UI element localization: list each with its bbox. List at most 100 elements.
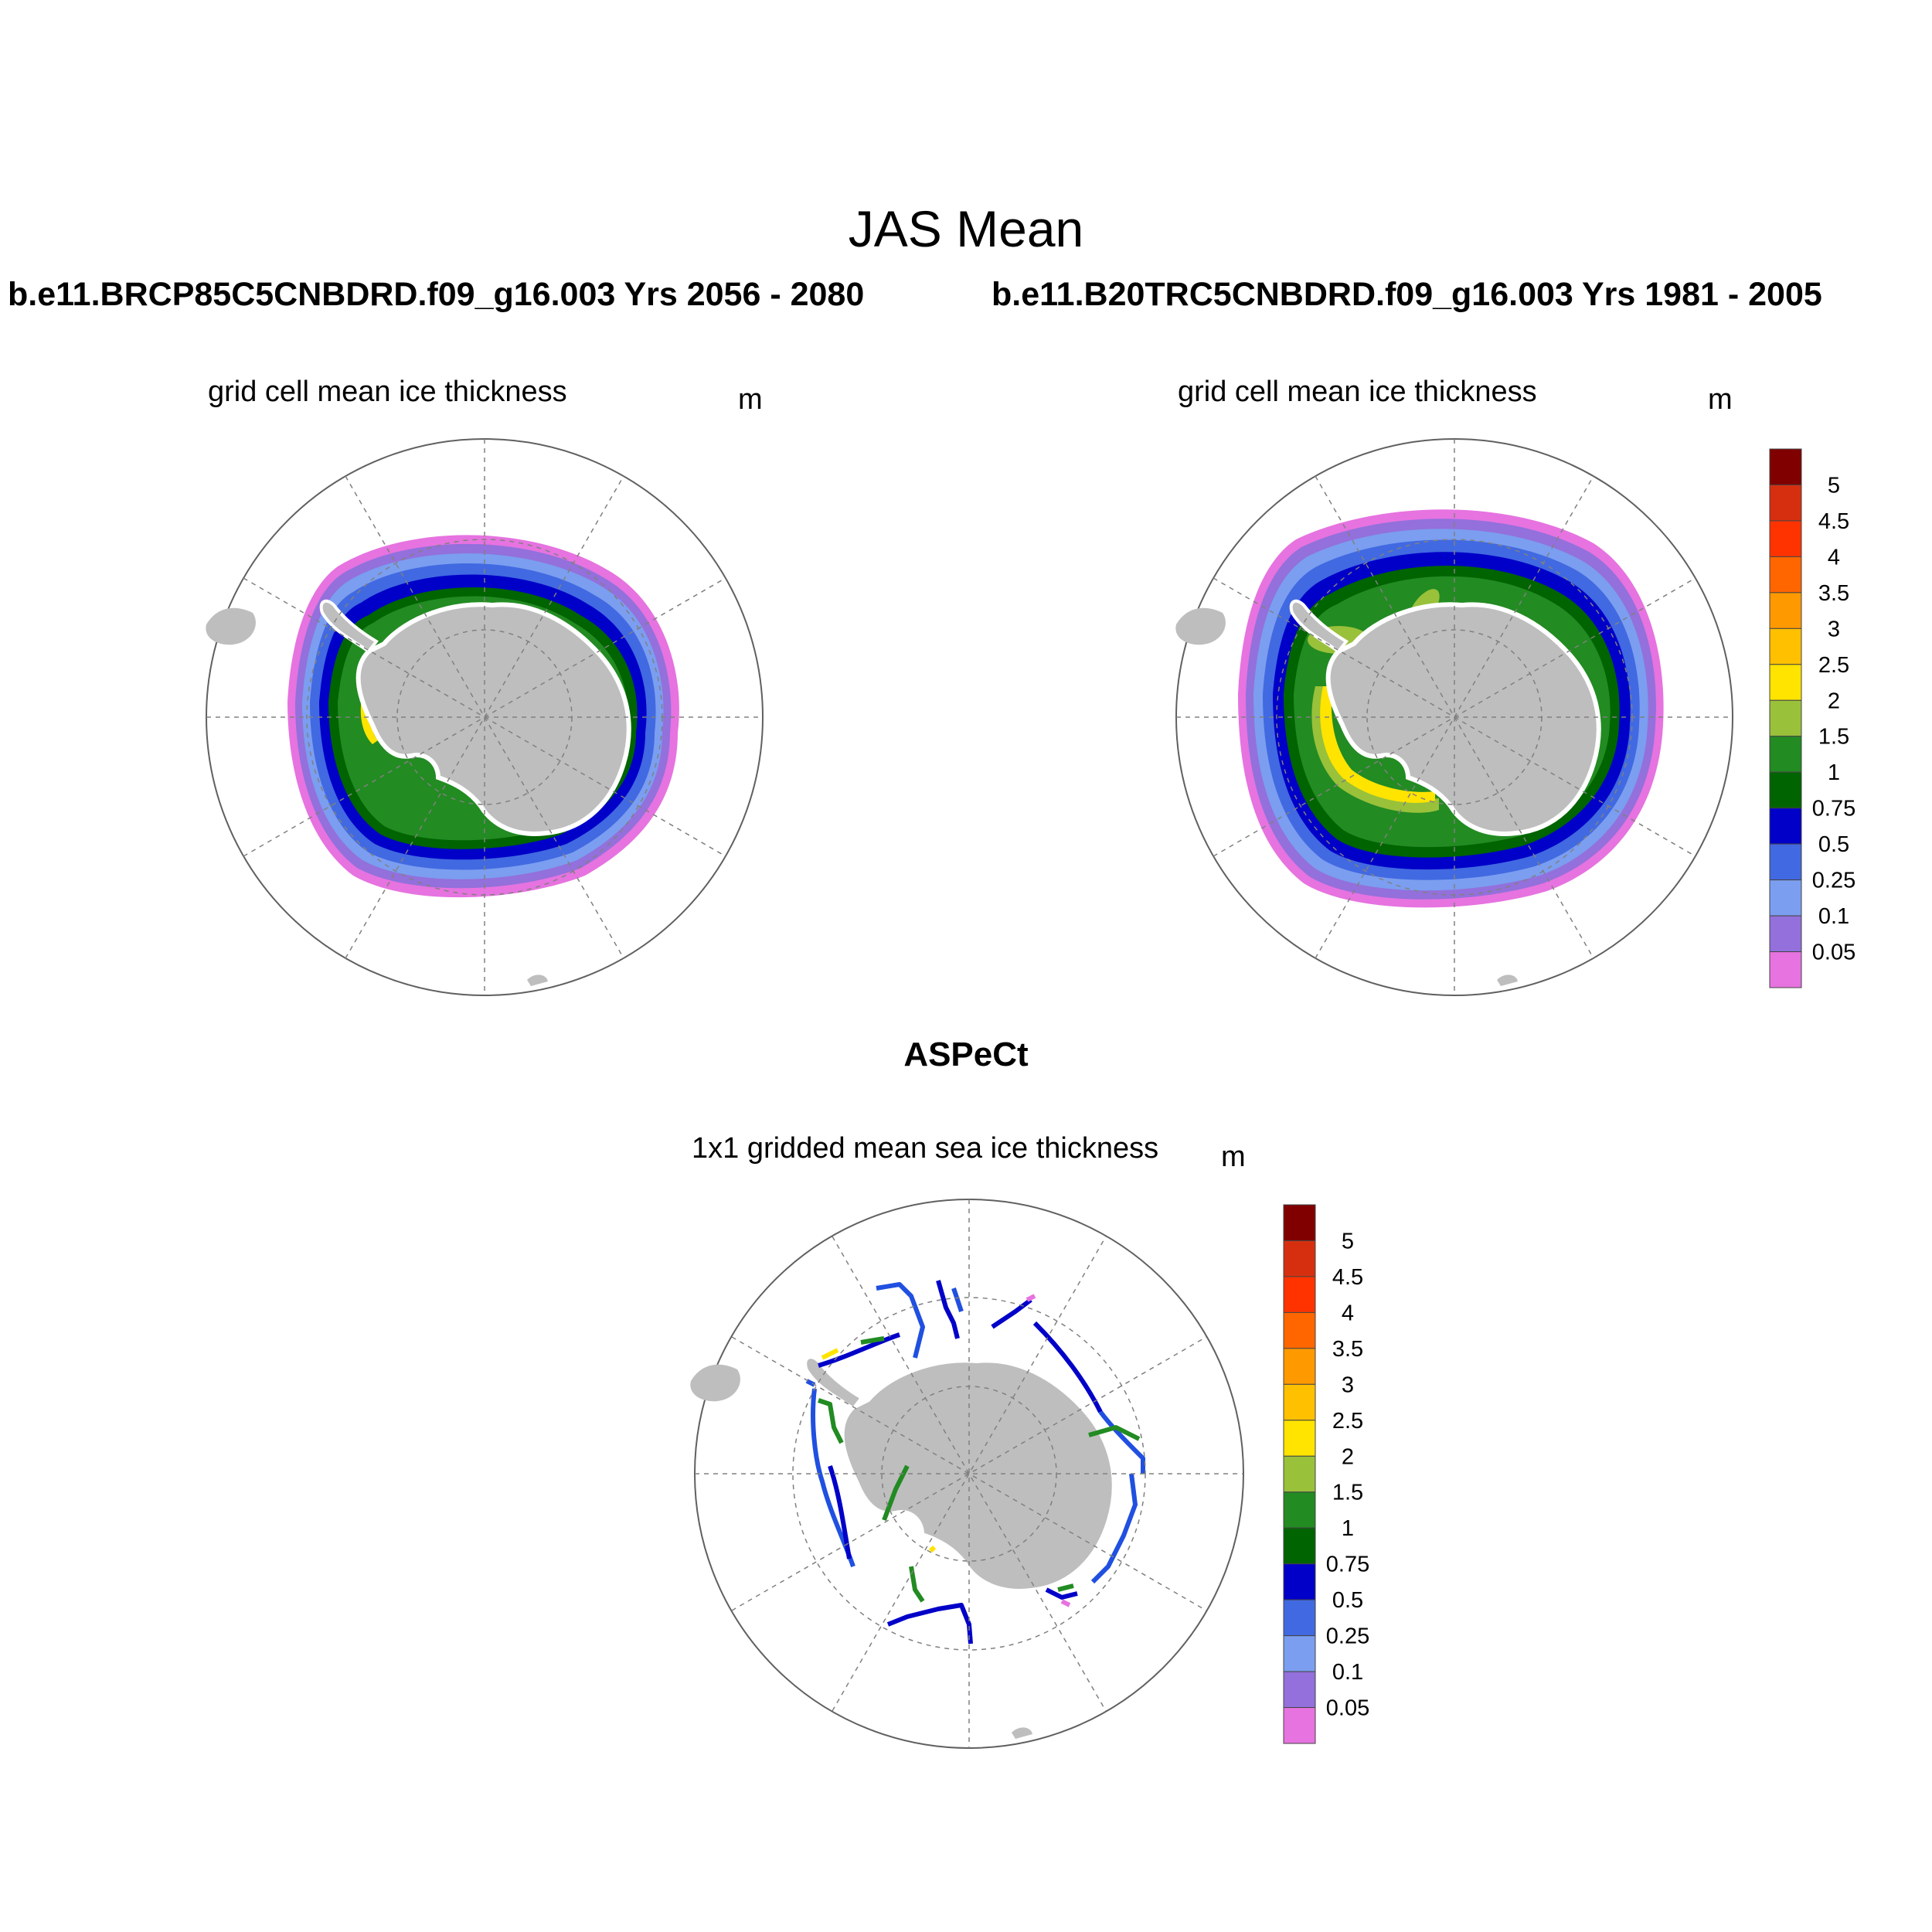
track: [828, 1465, 852, 1560]
track: [818, 1332, 900, 1368]
colorbar-swatch: [1769, 592, 1802, 629]
colorbar-label: 0.1: [1332, 1660, 1363, 1685]
colorbar-bottom: 5 4.5 4 3.5 3 2.5 2 1.5 1 0.75 0.5 0.25 0.1 0.05: [1283, 1204, 1369, 1744]
colorbar-label: 0.5: [1818, 832, 1849, 857]
graticule: [1176, 439, 1733, 995]
top-left-map: [206, 438, 764, 996]
colorbar-swatch: [1769, 808, 1802, 845]
colorbar-swatch: [1769, 699, 1802, 737]
top-right-panel-title: grid cell mean ice thickness: [1178, 376, 1537, 408]
track: [936, 1280, 960, 1339]
colorbar-label: 1: [1342, 1516, 1354, 1541]
colorbar-label: 1: [1828, 760, 1840, 785]
island-land: [527, 975, 548, 986]
track: [928, 1545, 937, 1553]
colorbar-label: 4: [1828, 545, 1840, 570]
colorbar-label: 3.5: [1332, 1337, 1363, 1362]
colorbar-label: 0.05: [1326, 1696, 1369, 1721]
graticule: [695, 1199, 1243, 1748]
colorbar-swatch: [1283, 1348, 1316, 1385]
colorbar-swatch: [1283, 1599, 1316, 1637]
colorbar-label: 0.25: [1812, 869, 1855, 893]
track: [1026, 1294, 1036, 1302]
colorbar-swatch: [1769, 520, 1802, 557]
colorbar-swatch: [1769, 628, 1802, 665]
island-land: [1012, 1727, 1032, 1739]
track: [811, 1388, 855, 1567]
colorbar-swatch: [1769, 556, 1802, 594]
track: [991, 1298, 1032, 1329]
colorbar-swatch: [1769, 448, 1802, 485]
colorbar-label: 3: [1828, 617, 1840, 641]
top-right-unit: m: [1708, 383, 1733, 416]
colorbar-swatch: [1769, 736, 1802, 773]
aspect-heading: ASPeCt: [903, 1036, 1029, 1073]
colorbar-label: 5: [1342, 1229, 1354, 1253]
colorbar-label: 4.5: [1332, 1265, 1363, 1290]
colorbar-label: 1.5: [1818, 725, 1849, 750]
colorbar-label: 0.5: [1332, 1588, 1363, 1613]
colorbar-swatch: [1283, 1635, 1316, 1672]
colorbar-top: 5 4.5 4 3.5 3 2.5 2 1.5 1 0.75 0.5 0.25 0.1 0.05: [1769, 448, 1855, 988]
track: [1060, 1599, 1071, 1607]
colorbar-label: 2: [1828, 689, 1840, 713]
colorbar-label: 0.75: [1812, 797, 1855, 821]
right-run-label: b.e11.B20TRC5CNBDRD.f09_g16.003 Yrs 1981…: [992, 276, 1822, 313]
bottom-panel-title: 1x1 gridded mean sea ice thickness: [692, 1132, 1159, 1165]
colorbar-swatch: [1283, 1311, 1316, 1349]
colorbar-swatch: [1283, 1276, 1316, 1313]
top-left-unit: m: [738, 383, 763, 416]
colorbar-swatch: [1769, 664, 1802, 701]
track: [1057, 1583, 1074, 1592]
top-right-map: [1175, 438, 1733, 996]
colorbar-label: 0.25: [1326, 1624, 1369, 1649]
track: [1098, 1410, 1145, 1474]
track: [818, 1398, 844, 1444]
colorbar-label: 0.05: [1812, 940, 1855, 965]
colorbar-swatch: [1283, 1204, 1316, 1241]
colorbar-label: 1.5: [1332, 1481, 1363, 1505]
bottom-map: [690, 1199, 1244, 1749]
colorbar-swatch: [1769, 879, 1802, 917]
graticule: [206, 439, 763, 995]
track: [951, 1287, 964, 1312]
ship-tracks: [805, 1280, 1145, 1645]
track: [882, 1464, 910, 1522]
colorbar-swatch: [1769, 771, 1802, 809]
colorbar-swatch: [1283, 1671, 1316, 1709]
colorbar-label: 2: [1342, 1444, 1354, 1469]
colorbar-swatch: [1283, 1240, 1316, 1277]
colorbar-swatch: [1283, 1527, 1316, 1565]
colorbar-swatch: [1283, 1420, 1316, 1457]
colorbar-swatch: [1283, 1455, 1316, 1493]
colorbar-swatch: [1769, 484, 1802, 522]
colorbar-swatch: [1283, 1383, 1316, 1421]
colorbar-label: 0.1: [1818, 904, 1849, 929]
colorbar-label: 4.5: [1818, 509, 1849, 534]
track: [1090, 1473, 1138, 1584]
bottom-unit: m: [1221, 1141, 1246, 1173]
colorbar-label: 4: [1342, 1301, 1354, 1325]
track: [909, 1566, 925, 1603]
left-run-label: b.e11.BRCP85C5CNBDRD.f09_g16.003 Yrs 205…: [8, 276, 865, 313]
track: [1045, 1587, 1078, 1600]
colorbar-swatch: [1283, 1492, 1316, 1529]
colorbar-swatch: [1769, 951, 1802, 988]
track: [1088, 1425, 1141, 1441]
colorbar-label: 0.75: [1326, 1553, 1369, 1577]
colorbar-swatch: [1769, 843, 1802, 881]
track: [860, 1336, 885, 1345]
track: [876, 1282, 925, 1359]
colorbar-label: 5: [1828, 473, 1840, 498]
island-land: [1497, 975, 1518, 986]
colorbar-label: 3: [1342, 1372, 1354, 1397]
colorbar-label: 2.5: [1818, 653, 1849, 678]
colorbar-swatch: [1283, 1707, 1316, 1744]
colorbar-swatch: [1769, 915, 1802, 953]
band-2.5: [1320, 686, 1435, 803]
track: [821, 1348, 839, 1360]
figure-title: JAS Mean: [848, 200, 1084, 257]
colorbar-label: 3.5: [1818, 581, 1849, 606]
top-left-panel-title: grid cell mean ice thickness: [208, 376, 567, 408]
